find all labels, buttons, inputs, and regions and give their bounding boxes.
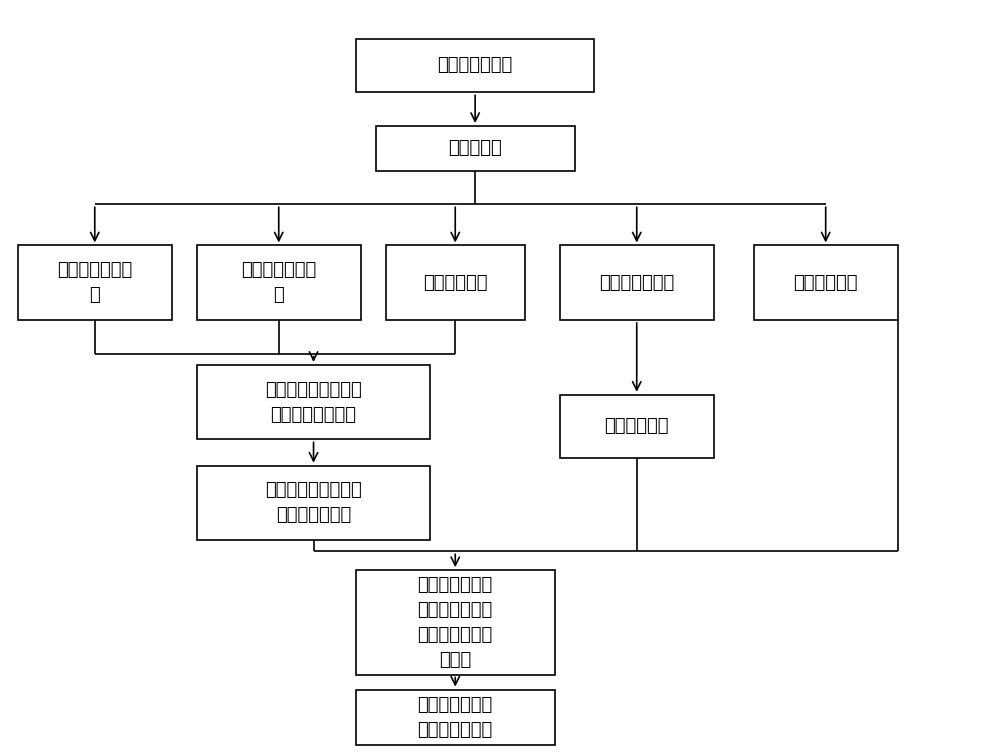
FancyBboxPatch shape xyxy=(197,245,361,320)
Text: 人物几何外形特
征: 人物几何外形特 征 xyxy=(57,261,132,305)
Text: 三维显示设备生
成虚拟现实效果: 三维显示设备生 成虚拟现实效果 xyxy=(418,696,493,739)
Text: 更新基础纹理: 更新基础纹理 xyxy=(604,417,669,435)
Text: 得到三维显示设
备进行虚拟现实
呈现所需要的所
有数据: 得到三维显示设 备进行虚拟现实 呈现所需要的所 有数据 xyxy=(418,576,493,669)
Text: 数据解压缩: 数据解压缩 xyxy=(448,139,502,157)
FancyBboxPatch shape xyxy=(356,570,555,675)
FancyBboxPatch shape xyxy=(386,245,525,320)
FancyBboxPatch shape xyxy=(376,126,575,171)
Text: 肢体动作特征: 肢体动作特征 xyxy=(423,274,488,292)
Text: 人物语音信息: 人物语音信息 xyxy=(793,274,858,292)
FancyBboxPatch shape xyxy=(560,395,714,458)
FancyBboxPatch shape xyxy=(197,365,430,439)
FancyBboxPatch shape xyxy=(356,38,594,92)
Text: 需要更新的纹理: 需要更新的纹理 xyxy=(599,274,674,292)
Text: 作为参数对标准人物
模型进行变形操作: 作为参数对标准人物 模型进行变形操作 xyxy=(265,381,362,423)
Text: 接收网络数据包: 接收网络数据包 xyxy=(438,56,513,74)
FancyBboxPatch shape xyxy=(356,690,555,745)
FancyBboxPatch shape xyxy=(560,245,714,320)
FancyBboxPatch shape xyxy=(197,465,430,540)
Text: 人物面部表情特
征: 人物面部表情特 征 xyxy=(241,261,316,305)
Text: 符合人物静态及动态
特征的人物模型: 符合人物静态及动态 特征的人物模型 xyxy=(265,481,362,524)
FancyBboxPatch shape xyxy=(18,245,172,320)
FancyBboxPatch shape xyxy=(754,245,898,320)
